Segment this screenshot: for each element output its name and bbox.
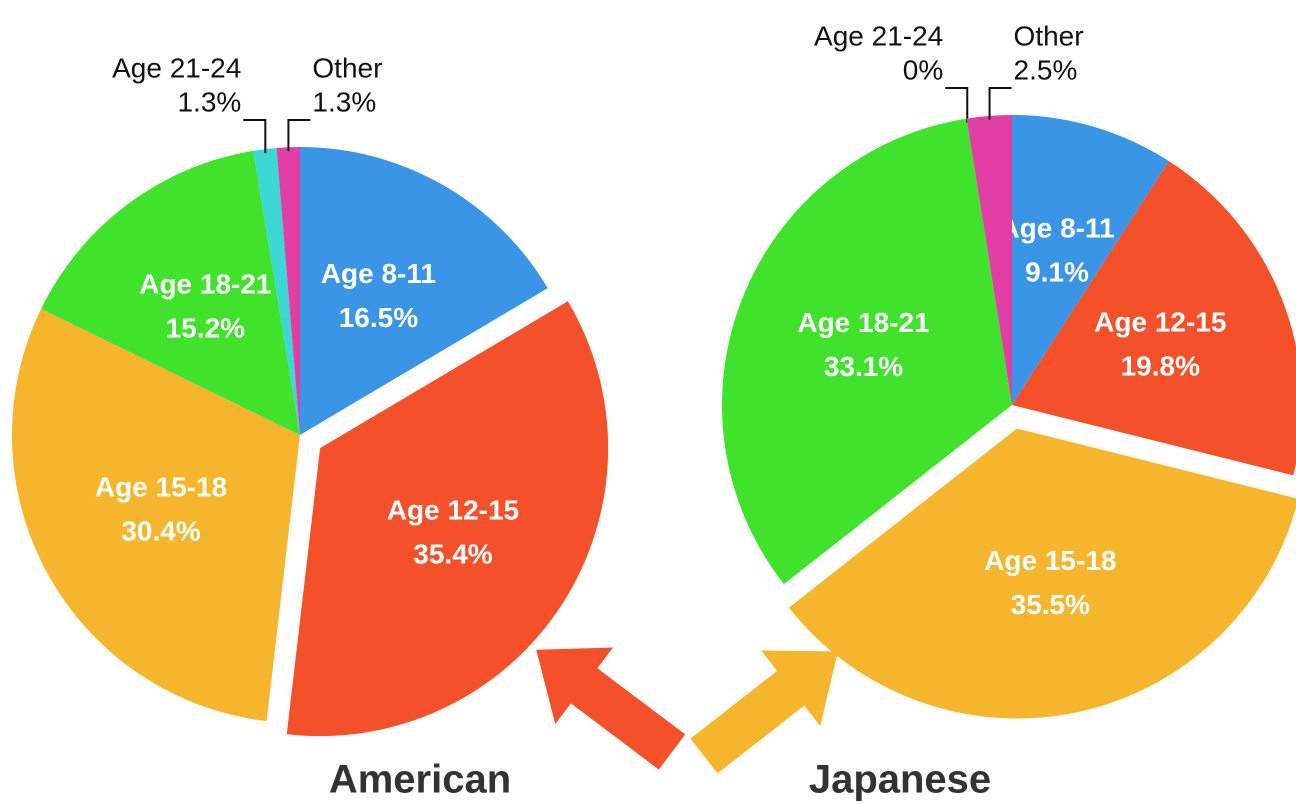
pie-slice [1012, 161, 1296, 476]
pie-slice [1012, 115, 1169, 405]
slice-label: Age 8-11 [999, 212, 1114, 243]
outside-value: 0% [903, 54, 943, 85]
outside-label: Age 21-24 [814, 20, 943, 51]
chart-title: Japanese [809, 758, 991, 802]
slice-value: 19.8% [1121, 351, 1200, 382]
chart-title: American [329, 758, 511, 802]
slice-value: 30.4% [121, 515, 200, 546]
pie-slice [788, 428, 1296, 719]
leader-line [287, 119, 311, 152]
pie-slice [966, 115, 1012, 405]
outside-label: Age 21-24 [112, 52, 241, 83]
leader-line [945, 87, 969, 123]
slice-value: 16.5% [339, 302, 418, 333]
slice-label: Age 15-18 [984, 545, 1116, 576]
arrow-japanese [690, 650, 838, 774]
leader-line [243, 119, 267, 154]
outside-label: Other [312, 52, 382, 83]
leader-line [988, 87, 1012, 120]
slice-label: Age 15-18 [95, 471, 227, 502]
slice-value: 35.4% [413, 539, 492, 570]
pie-slice [11, 308, 300, 722]
pie-slice [722, 118, 1012, 585]
pie-slice [300, 147, 548, 435]
slice-value: 33.1% [824, 351, 903, 382]
slice-label: Age 12-15 [1094, 307, 1226, 338]
slice-label: Age 12-15 [387, 495, 519, 526]
outside-value: 2.5% [1014, 54, 1078, 85]
slice-value: 35.5% [1011, 589, 1090, 620]
slice-label: Age 18-21 [797, 307, 929, 338]
arrow-american [536, 647, 686, 770]
slice-value: 15.2% [166, 312, 245, 343]
pie-slice [966, 118, 1012, 406]
pie-slice [253, 147, 300, 435]
pie-slice [41, 150, 301, 435]
slice-label: Age 8-11 [321, 258, 436, 289]
slice-value: 9.1% [1025, 256, 1089, 287]
outside-value: 1.3% [312, 86, 376, 117]
pie-slice [286, 301, 609, 737]
outside-value: 1.3% [177, 86, 241, 117]
pie-slice [276, 147, 300, 435]
outside-label: Other [1014, 20, 1084, 51]
slice-label: Age 18-21 [139, 268, 271, 299]
